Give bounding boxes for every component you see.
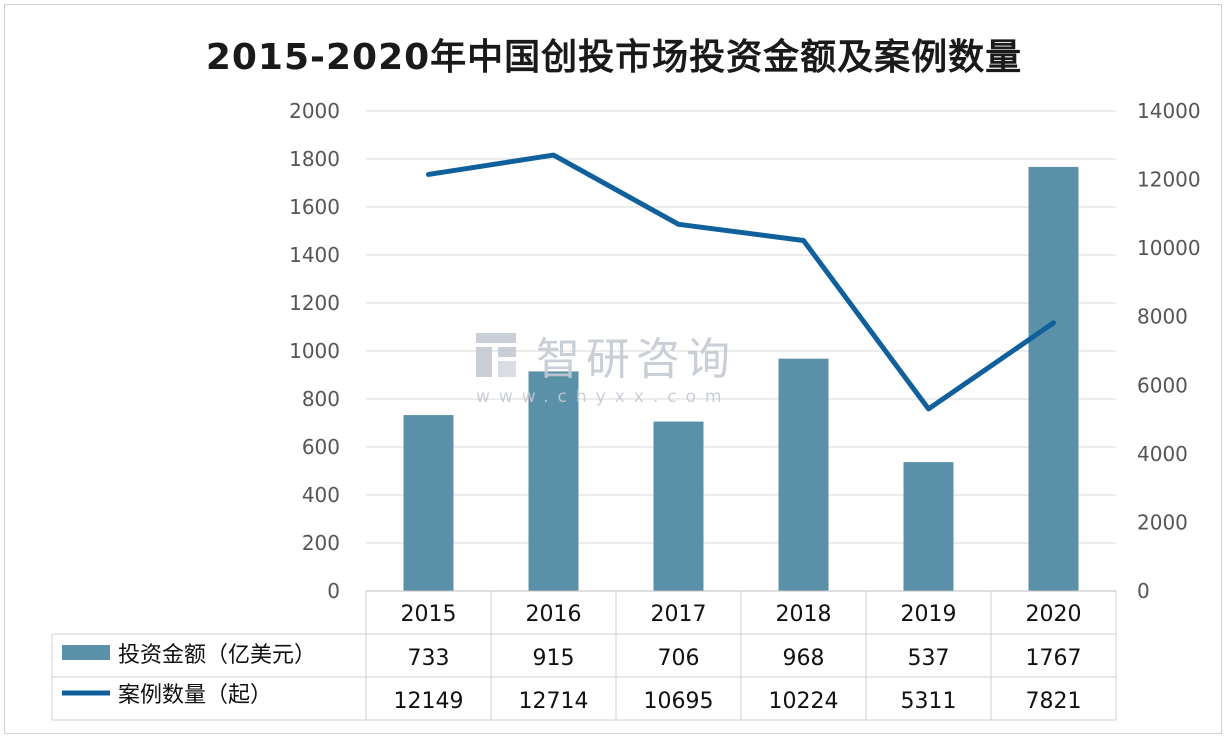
category-label: 2019 bbox=[901, 602, 957, 627]
data-label: 12714 bbox=[519, 689, 589, 714]
data-label: 7821 bbox=[1026, 689, 1082, 714]
left-tick-label: 1800 bbox=[289, 147, 340, 171]
left-tick-label: 800 bbox=[302, 387, 340, 411]
category-label: 2020 bbox=[1026, 602, 1082, 627]
category-label: 2018 bbox=[776, 602, 832, 627]
chyxx-logo-icon bbox=[476, 333, 516, 377]
data-label: 915 bbox=[533, 646, 575, 671]
right-tick-label: 2000 bbox=[1137, 510, 1188, 534]
right-tick-label: 14000 bbox=[1137, 99, 1201, 123]
bar bbox=[403, 415, 454, 591]
legend-bar-swatch bbox=[62, 645, 110, 660]
data-label: 706 bbox=[658, 646, 700, 671]
line-series bbox=[426, 152, 1056, 412]
bar bbox=[653, 421, 704, 591]
data-label: 733 bbox=[408, 646, 450, 671]
watermark-url: www.chyxx.com bbox=[476, 387, 731, 407]
right-tick-label: 4000 bbox=[1137, 442, 1188, 466]
right-tick-label: 8000 bbox=[1137, 305, 1188, 329]
bar bbox=[778, 358, 829, 591]
bar bbox=[1028, 166, 1079, 592]
bar bbox=[903, 462, 954, 591]
right-tick-label: 6000 bbox=[1137, 373, 1188, 397]
category-label: 2016 bbox=[526, 602, 582, 627]
left-axis-ticks: 0 200 400 600 800 1000 1200 1400 1600 1800 2000 bbox=[289, 99, 340, 603]
bar-series bbox=[403, 166, 1079, 592]
left-tick-label: 1000 bbox=[289, 339, 340, 363]
left-tick-label: 1400 bbox=[289, 243, 340, 267]
chart-title: 2015-2020年中国创投市场投资金额及案例数量 bbox=[205, 37, 1023, 78]
series-line bbox=[426, 152, 1056, 412]
watermark: 智研咨询 www.chyxx.com bbox=[476, 333, 736, 407]
left-tick-label: 1600 bbox=[289, 195, 340, 219]
left-tick-label: 0 bbox=[327, 579, 340, 603]
category-label: 2015 bbox=[401, 602, 457, 627]
data-label: 968 bbox=[783, 646, 825, 671]
legend-line-label: 案例数量（起） bbox=[118, 683, 272, 708]
right-tick-label: 12000 bbox=[1137, 168, 1201, 192]
data-label: 537 bbox=[908, 646, 950, 671]
table-legend: 投资金额（亿美元） 案例数量（起） bbox=[62, 643, 316, 708]
left-tick-label: 2000 bbox=[289, 99, 340, 123]
data-table: 2015 2016 2017 2018 2019 2020 733 915 706 968 537 1… bbox=[51, 590, 1117, 721]
right-tick-label: 10000 bbox=[1137, 236, 1201, 260]
left-tick-label: 400 bbox=[302, 483, 340, 507]
left-tick-label: 1200 bbox=[289, 291, 340, 315]
right-tick-label: 0 bbox=[1137, 579, 1150, 603]
legend-bar-label: 投资金额（亿美元） bbox=[118, 643, 316, 668]
bar bbox=[528, 371, 579, 591]
category-label: 2017 bbox=[651, 602, 707, 627]
left-tick-label: 600 bbox=[302, 435, 340, 459]
watermark-text: 智研咨询 bbox=[536, 334, 736, 385]
right-axis-ticks: 0 2000 4000 6000 8000 10000 12000 14000 bbox=[1137, 99, 1201, 603]
data-label: 10695 bbox=[644, 689, 714, 714]
data-label: 10224 bbox=[769, 689, 839, 714]
data-label: 5311 bbox=[901, 689, 957, 714]
data-label: 12149 bbox=[394, 689, 464, 714]
data-label: 1767 bbox=[1026, 646, 1082, 671]
left-tick-label: 200 bbox=[302, 531, 340, 555]
chart-frame bbox=[4, 4, 1222, 734]
